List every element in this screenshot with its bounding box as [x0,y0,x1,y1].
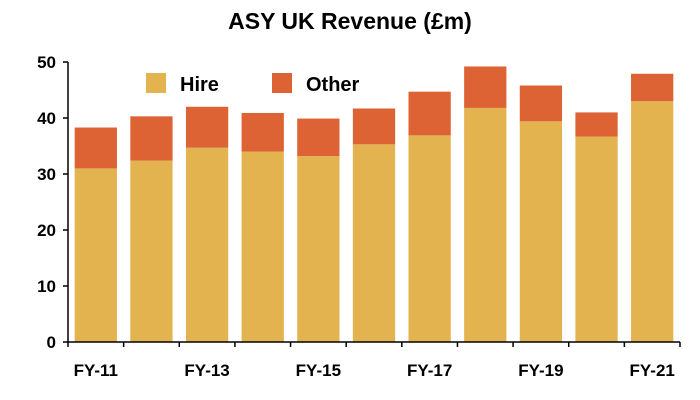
bar-hire-fy-11 [74,168,117,342]
x-tick-label-fy-15: FY-15 [296,361,341,380]
bar-other-fy-18 [464,66,507,108]
y-tick-label-0: 0 [47,333,56,352]
x-tick-label-fy-17: FY-17 [407,361,452,380]
y-tick-label-40: 40 [37,109,56,128]
y-tick-label-10: 10 [37,277,56,296]
bar-other-fy-20 [575,112,618,137]
legend-swatch-other [272,73,292,93]
y-tick-label-50: 50 [37,53,56,72]
bar-hire-fy-13 [185,147,229,342]
x-tick-label-fy-13: FY-13 [184,361,229,380]
bar-other-fy-13 [185,106,229,148]
bar-hire-fy-12 [130,160,173,342]
bar-other-fy-12 [130,116,173,161]
bar-hire-fy-16 [352,144,396,342]
bar-other-fy-19 [519,85,563,122]
bar-other-fy-14 [241,112,284,152]
y-tick-label-30: 30 [37,165,56,184]
legend-label-hire: Hire [180,74,219,96]
x-tick-label-fy-19: FY-19 [518,361,563,380]
bar-hire-fy-20 [575,136,618,342]
legend-swatch-hire [146,73,166,93]
bar-other-fy-17 [408,91,451,136]
bar-other-fy-21 [631,73,674,102]
bar-hire-fy-21 [631,101,674,342]
legend-label-other: Other [306,74,360,96]
x-tick-label-fy-11: FY-11 [74,361,118,380]
bar-hire-fy-17 [408,135,451,342]
bar-hire-fy-15 [297,156,340,342]
bar-hire-fy-19 [519,121,563,342]
x-tick-label-fy-21: FY-21 [630,361,675,380]
chart-title: ASY UK Revenue (£m) [228,8,472,34]
bar-hire-fy-18 [464,107,507,342]
bar-other-fy-15 [297,118,340,157]
bar-other-fy-11 [74,127,117,169]
bar-other-fy-16 [352,108,396,145]
y-tick-label-20: 20 [37,221,56,240]
bar-hire-fy-14 [241,151,284,342]
